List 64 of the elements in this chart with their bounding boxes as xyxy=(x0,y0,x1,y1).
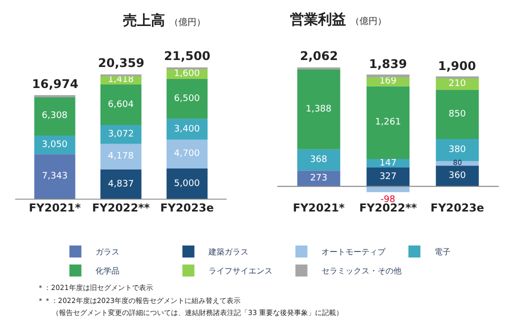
chart-title: 営業利益 xyxy=(290,12,346,28)
legend-label: ガラス xyxy=(95,248,120,257)
data-label: 5,000 xyxy=(174,178,200,189)
data-label: 147 xyxy=(379,158,397,168)
bar xyxy=(166,140,208,169)
bar xyxy=(100,144,142,170)
total-label: 1,839 xyxy=(369,57,407,71)
chart-title: 売上高 xyxy=(123,12,165,29)
bar xyxy=(34,154,76,200)
chart-subtitle: （億円） xyxy=(169,17,206,28)
data-label: 1,388 xyxy=(306,104,332,114)
legend-label: 建築ガラス xyxy=(207,248,248,257)
bar xyxy=(366,86,410,160)
data-label: 4,178 xyxy=(108,152,134,162)
legend-label: ライフサイエンス xyxy=(208,266,272,276)
x-tick-label: FY2021* xyxy=(28,202,81,215)
legend-label: オートモーティブ xyxy=(321,248,386,257)
bar xyxy=(297,69,340,150)
x-tick-label: FY2021* xyxy=(292,202,345,215)
bar xyxy=(166,78,208,119)
bar xyxy=(100,84,142,126)
bar xyxy=(100,170,142,200)
data-label: 1,261 xyxy=(375,118,401,128)
total-label: 21,500 xyxy=(164,49,210,63)
bar xyxy=(366,168,410,186)
total-label: 2,062 xyxy=(300,49,338,63)
bar xyxy=(34,96,76,136)
data-label: 3,400 xyxy=(174,124,200,134)
data-label: 273 xyxy=(310,174,328,184)
data-label: 6,308 xyxy=(42,111,68,122)
data-label: 327 xyxy=(379,172,397,182)
data-label: 6,604 xyxy=(108,100,134,110)
data-label: 7,343 xyxy=(42,172,68,182)
data-label: 6,500 xyxy=(174,94,200,104)
bar xyxy=(100,125,142,144)
legend-label: セラミックス・その他 xyxy=(321,266,402,276)
data-label: 1,600 xyxy=(174,69,200,80)
x-tick-label: FY2023e xyxy=(430,202,484,215)
bar xyxy=(436,166,479,186)
x-tick-label: FY2022** xyxy=(92,202,150,215)
data-label: 3,050 xyxy=(42,140,68,150)
bar xyxy=(366,74,410,78)
x-tick-label: FY2022** xyxy=(359,202,418,215)
total-label: 20,359 xyxy=(98,56,144,70)
data-label: 360 xyxy=(448,171,466,182)
chart-subtitle: （億円） xyxy=(350,16,386,27)
data-label: 850 xyxy=(448,110,466,120)
data-label: 3,072 xyxy=(108,129,134,140)
bar xyxy=(166,168,208,200)
legend-label: 化学品 xyxy=(95,266,120,276)
total-label: 1,900 xyxy=(438,59,476,73)
data-label: 169 xyxy=(379,76,397,86)
data-label: 380 xyxy=(448,145,466,156)
data-label: 4,700 xyxy=(174,149,200,160)
legend-label: 電子 xyxy=(434,248,450,257)
x-tick-label: FY2023e xyxy=(160,202,214,215)
bar xyxy=(297,170,340,186)
bar xyxy=(436,90,479,140)
data-label: 4,837 xyxy=(108,179,134,190)
bar xyxy=(297,149,340,171)
bar xyxy=(436,139,479,162)
data-label: 210 xyxy=(448,78,466,89)
total-label: 16,974 xyxy=(32,77,78,91)
data-label: 368 xyxy=(310,155,328,166)
